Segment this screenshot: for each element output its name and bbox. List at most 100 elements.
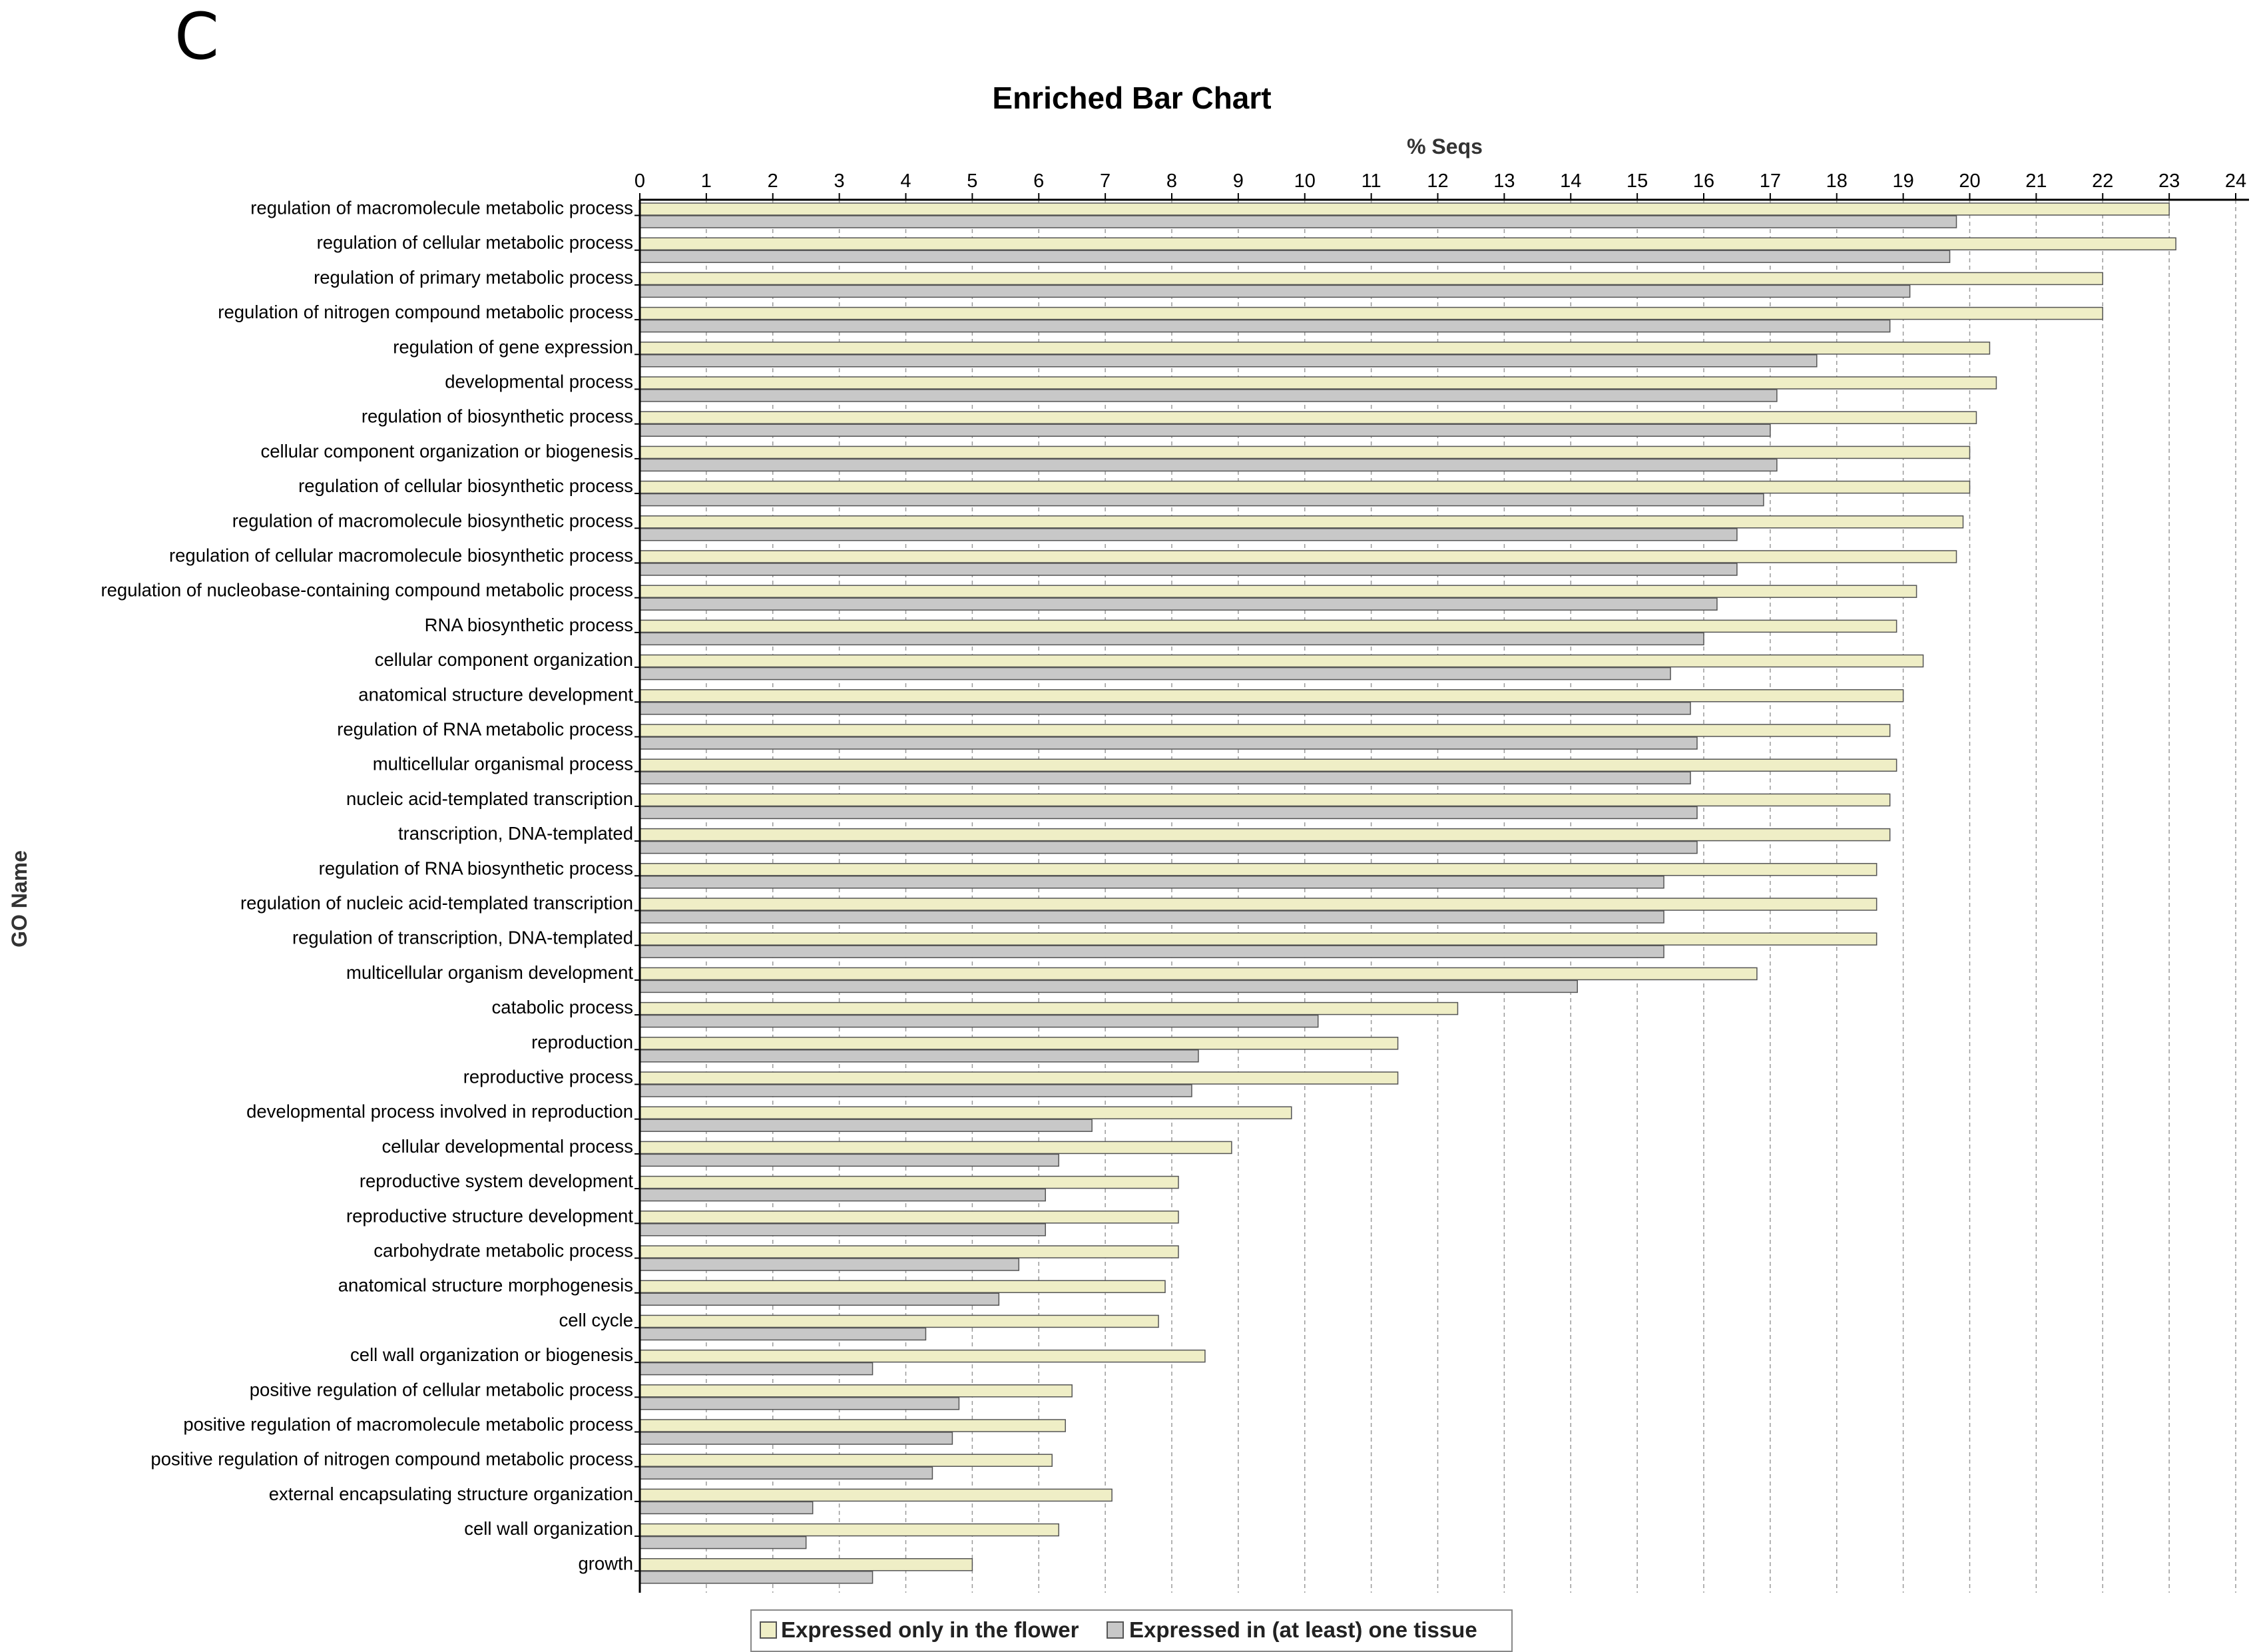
category-label: positive regulation of macromolecule met… bbox=[183, 1414, 633, 1435]
category-label: nucleic acid-templated transcription bbox=[346, 788, 633, 809]
x-tick-label: 3 bbox=[834, 170, 845, 192]
bar-tissue bbox=[639, 1153, 1059, 1167]
bar-tissue bbox=[639, 423, 1771, 437]
bar-tissue bbox=[639, 1119, 1093, 1132]
x-tick-label: 20 bbox=[1959, 170, 1980, 192]
bar-flower bbox=[639, 1037, 1399, 1050]
bar-flower bbox=[639, 967, 1758, 981]
bar-flower bbox=[639, 202, 2170, 216]
category-label: developmental process bbox=[445, 372, 633, 392]
bar-tissue bbox=[639, 1571, 874, 1584]
x-axis-ticks: 0 1 2 3 4 5 6 7 8 9 10 11 12 13 14 15 16 17 18 19 20 21 22 23 24 bbox=[634, 170, 2246, 200]
bar-flower bbox=[639, 1488, 1113, 1502]
x-tick-label: 5 bbox=[967, 170, 977, 192]
bar-tissue bbox=[639, 354, 1818, 368]
x-tick-label: 21 bbox=[2025, 170, 2047, 192]
bar-tissue bbox=[639, 979, 1578, 993]
bar-tissue bbox=[639, 250, 1951, 263]
bar-flower bbox=[639, 376, 1997, 390]
bar-tissue bbox=[639, 771, 1691, 784]
bar-flower bbox=[639, 585, 1917, 598]
category-label: multicellular organism development bbox=[346, 962, 633, 983]
x-tick-label: 0 bbox=[634, 170, 645, 192]
bar-flower bbox=[639, 619, 1897, 633]
x-tick-label: 15 bbox=[1627, 170, 1648, 192]
category-label: regulation of RNA biosynthetic process bbox=[319, 858, 633, 878]
bar-flower bbox=[639, 1314, 1159, 1328]
category-label: external encapsulating structure organiz… bbox=[269, 1484, 633, 1504]
bar-tissue bbox=[639, 1535, 807, 1549]
category-label: regulation of nucleic acid-templated tra… bbox=[240, 893, 633, 914]
x-tick-label: 16 bbox=[1693, 170, 1714, 192]
x-tick-label: 8 bbox=[1166, 170, 1177, 192]
legend-box bbox=[750, 1609, 1513, 1652]
bar-flower bbox=[639, 1245, 1179, 1258]
x-tick-label: 14 bbox=[1560, 170, 1581, 192]
bar-flower bbox=[639, 1175, 1179, 1189]
x-tick-label: 9 bbox=[1233, 170, 1244, 192]
x-tick-label: 23 bbox=[2158, 170, 2180, 192]
bar-flower bbox=[639, 1384, 1073, 1398]
bar-tissue bbox=[639, 1258, 1020, 1271]
bar-flower bbox=[639, 1071, 1399, 1085]
x-tick-label: 18 bbox=[1826, 170, 1848, 192]
bar-flower bbox=[639, 654, 1924, 668]
category-label: regulation of transcription, DNA-templat… bbox=[292, 928, 633, 948]
grid-lines bbox=[706, 200, 2236, 1593]
bar-tissue bbox=[639, 910, 1664, 924]
legend-label-tissue: Expressed in (at least) one tissue bbox=[1129, 1617, 1477, 1642]
x-tick-label: 22 bbox=[2092, 170, 2113, 192]
category-label: cellular component organization bbox=[375, 649, 633, 670]
bar-flower bbox=[639, 515, 1964, 529]
chart-title: Enriched Bar Chart bbox=[992, 81, 1271, 115]
category-label: anatomical structure morphogenesis bbox=[338, 1275, 633, 1296]
category-label: positive regulation of cellular metaboli… bbox=[250, 1379, 633, 1400]
category-label: cell cycle bbox=[559, 1310, 633, 1330]
category-label: reproductive process bbox=[463, 1067, 633, 1087]
bar-tissue bbox=[639, 876, 1664, 889]
bar-tissue bbox=[639, 319, 1891, 333]
x-tick-label: 2 bbox=[768, 170, 778, 192]
bar-flower bbox=[639, 793, 1891, 807]
bar-flower bbox=[639, 758, 1897, 772]
x-tick-label: 6 bbox=[1033, 170, 1044, 192]
category-label: regulation of cellular macromolecule bio… bbox=[169, 545, 633, 566]
category-label: cell wall organization or biogenesis bbox=[350, 1344, 633, 1365]
bar-tissue bbox=[639, 736, 1698, 750]
x-tick-label: 11 bbox=[1362, 170, 1381, 192]
legend-swatch-tissue bbox=[1107, 1621, 1124, 1639]
category-label: regulation of RNA metabolic process bbox=[337, 719, 633, 740]
bar-tissue bbox=[639, 702, 1691, 715]
bar-flower bbox=[639, 1141, 1232, 1155]
x-tick-label: 24 bbox=[2225, 170, 2246, 192]
bar-tissue bbox=[639, 284, 1911, 298]
bar-flower bbox=[639, 411, 1977, 424]
category-label: developmental process involved in reprod… bbox=[246, 1101, 633, 1122]
bar-flower bbox=[639, 480, 1971, 494]
bar-flower bbox=[639, 1106, 1292, 1119]
bar-tissue bbox=[639, 493, 1764, 507]
category-label: reproduction bbox=[531, 1031, 633, 1052]
y-axis-label: GO Name bbox=[7, 850, 31, 948]
bar-flower bbox=[639, 1211, 1179, 1224]
bar-tissue bbox=[639, 1223, 1046, 1237]
category-label: regulation of biosynthetic process bbox=[362, 406, 633, 427]
x-axis-label: % Seqs bbox=[1407, 135, 1483, 158]
category-label: cellular developmental process bbox=[381, 1136, 633, 1157]
bar-flower bbox=[639, 863, 1878, 876]
bar-tissue bbox=[639, 458, 1778, 472]
category-label: regulation of cellular metabolic process bbox=[317, 232, 633, 253]
bar-flower bbox=[639, 342, 1991, 355]
axes bbox=[638, 198, 2249, 1593]
category-label: multicellular organismal process bbox=[373, 754, 633, 774]
bar-tissue bbox=[639, 1188, 1046, 1202]
category-label: anatomical structure development bbox=[358, 684, 633, 704]
category-label: regulation of nucleobase-containing comp… bbox=[101, 580, 633, 601]
bar-flower bbox=[639, 1454, 1053, 1467]
category-label: cellular component organization or bioge… bbox=[260, 441, 633, 461]
bar-flower bbox=[639, 898, 1878, 911]
bar-flower bbox=[639, 445, 1971, 459]
x-tick-label: 4 bbox=[900, 170, 911, 192]
category-label: growth bbox=[578, 1553, 633, 1573]
